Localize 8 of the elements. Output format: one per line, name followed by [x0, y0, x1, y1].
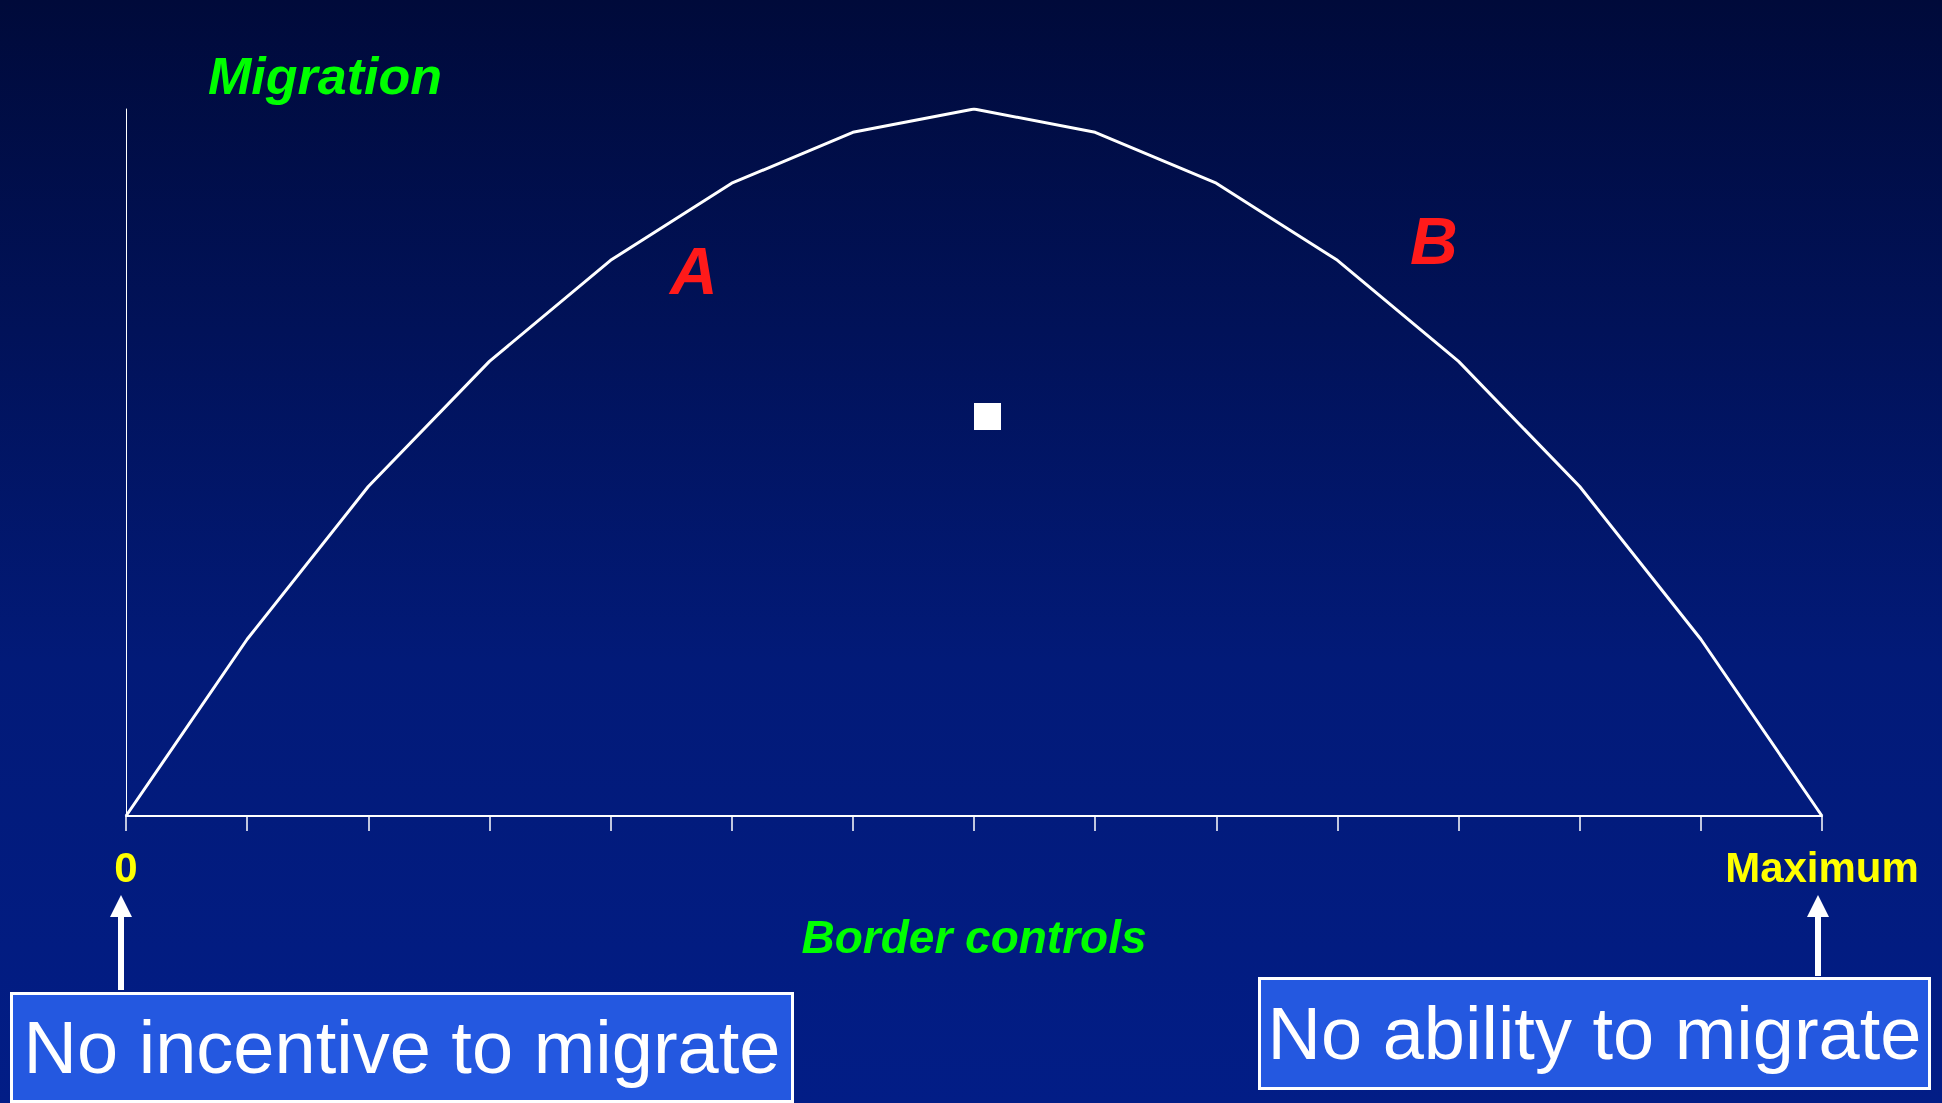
y-axis-title: Migration: [208, 47, 442, 105]
x-axis-title: Border controls: [801, 911, 1147, 963]
text: No incentive to migrate: [10, 992, 794, 1103]
annotation: B: [1410, 204, 1458, 278]
text: No ability to migrate: [1258, 977, 1931, 1090]
x-tick-label: Maximum: [1725, 843, 1919, 891]
annotation: A: [668, 234, 718, 308]
x-tick-label: 0: [114, 843, 138, 891]
